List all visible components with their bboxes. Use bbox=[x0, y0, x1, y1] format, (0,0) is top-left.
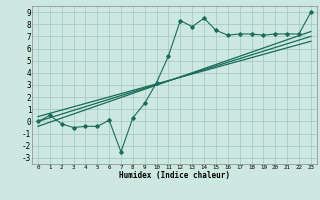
X-axis label: Humidex (Indice chaleur): Humidex (Indice chaleur) bbox=[119, 171, 230, 180]
